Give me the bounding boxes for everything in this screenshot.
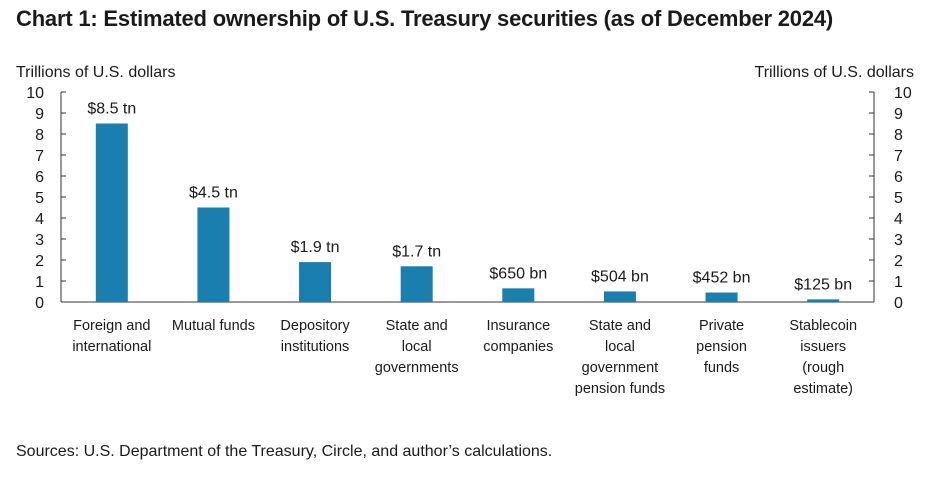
category-label: companies bbox=[483, 339, 553, 355]
category-label: estimate) bbox=[793, 381, 853, 397]
category-label: funds bbox=[704, 360, 739, 376]
category-label: government bbox=[582, 360, 659, 376]
left-axis-unit-label: Trillions of U.S. dollars bbox=[16, 64, 176, 81]
y-tick-label-left: 4 bbox=[35, 211, 44, 228]
y-tick-label-left: 8 bbox=[35, 127, 44, 144]
y-tick-label-right: 10 bbox=[894, 85, 912, 102]
bar bbox=[299, 262, 332, 302]
category-label: issuers bbox=[800, 339, 846, 355]
category-label: Mutual funds bbox=[172, 318, 255, 334]
category-label: local bbox=[605, 339, 635, 355]
category-label: pension funds bbox=[575, 381, 665, 397]
chart-title: Chart 1: Estimated ownership of U.S. Tre… bbox=[16, 6, 834, 31]
category-label: governments bbox=[375, 360, 459, 376]
y-tick-label-right: 5 bbox=[894, 190, 903, 207]
y-tick-label-left: 3 bbox=[35, 232, 44, 249]
y-tick-label-right: 1 bbox=[894, 274, 903, 291]
category-label: Insurance bbox=[486, 318, 550, 334]
y-tick-label-right: 8 bbox=[894, 127, 903, 144]
category-label: pension bbox=[696, 339, 747, 355]
bar-data-label: $8.5 tn bbox=[87, 101, 136, 118]
bar-data-label: $125 bn bbox=[794, 276, 852, 293]
bar-data-label: $1.7 tn bbox=[392, 243, 441, 260]
right-axis-unit-label: Trillions of U.S. dollars bbox=[754, 64, 914, 81]
bar-data-label: $452 bn bbox=[693, 270, 751, 287]
category-label: Foreign and bbox=[73, 318, 150, 334]
bar bbox=[197, 207, 230, 302]
category-label: (rough bbox=[802, 360, 844, 376]
y-tick-label-left: 9 bbox=[35, 106, 44, 123]
bar bbox=[400, 266, 433, 302]
bar bbox=[705, 292, 738, 302]
y-tick-label-right: 3 bbox=[894, 232, 903, 249]
y-tick-label-right: 7 bbox=[894, 148, 903, 165]
bar bbox=[502, 288, 535, 302]
y-tick-label-right: 2 bbox=[894, 253, 903, 270]
y-tick-label-left: 1 bbox=[35, 274, 44, 291]
category-label: international bbox=[72, 339, 151, 355]
source-note: Sources: U.S. Department of the Treasury… bbox=[16, 443, 553, 460]
y-tick-label-left: 10 bbox=[26, 85, 44, 102]
bar-data-label: $650 bn bbox=[489, 265, 547, 282]
bar bbox=[95, 123, 128, 302]
y-tick-label-left: 2 bbox=[35, 253, 44, 270]
y-tick-label-right: 4 bbox=[894, 211, 903, 228]
bar-data-label: $4.5 tn bbox=[189, 185, 238, 202]
bar bbox=[603, 291, 636, 302]
category-label: local bbox=[402, 339, 432, 355]
category-label: Depository bbox=[280, 318, 350, 334]
y-tick-label-right: 9 bbox=[894, 106, 903, 123]
category-label: Stablecoin bbox=[789, 318, 857, 334]
category-label: Private bbox=[699, 318, 744, 334]
y-tick-label-left: 6 bbox=[35, 169, 44, 186]
bar-data-label: $504 bn bbox=[591, 268, 649, 285]
y-tick-label-right: 0 bbox=[894, 295, 903, 312]
category-label: institutions bbox=[281, 339, 350, 355]
y-tick-label-left: 7 bbox=[35, 148, 44, 165]
y-tick-label-right: 6 bbox=[894, 169, 903, 186]
bar-data-label: $1.9 tn bbox=[291, 239, 340, 256]
bar bbox=[807, 299, 840, 302]
category-label: State and bbox=[386, 318, 448, 334]
y-tick-label-left: 0 bbox=[35, 295, 44, 312]
y-tick-label-left: 5 bbox=[35, 190, 44, 207]
category-label: State and bbox=[589, 318, 651, 334]
